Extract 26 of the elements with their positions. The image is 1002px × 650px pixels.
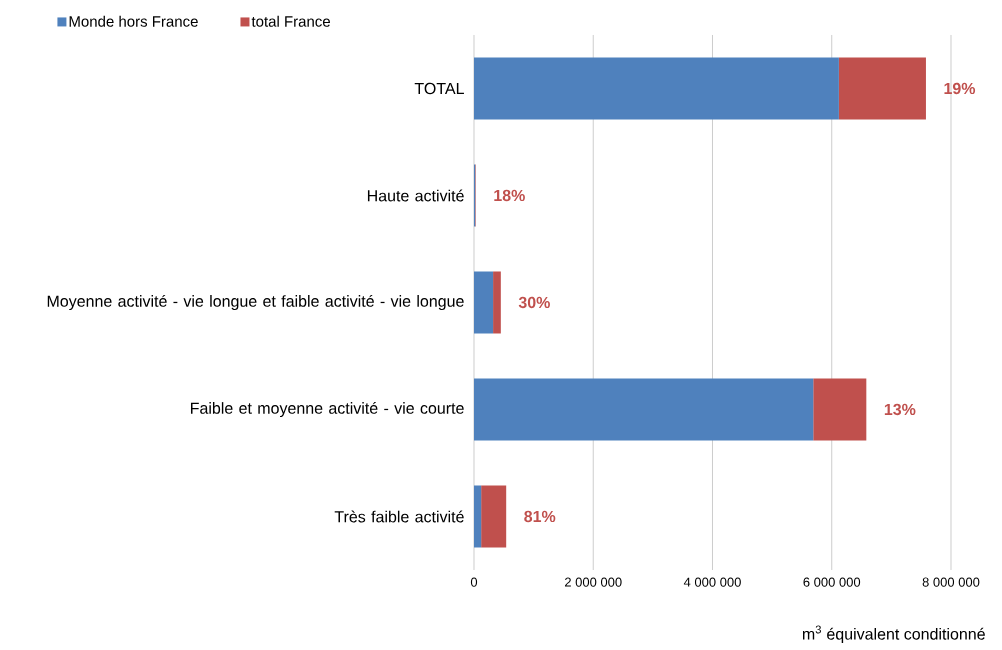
- annotation: 81%: [524, 510, 556, 523]
- annotation: 18%: [494, 189, 525, 202]
- annotation: 30%: [518, 296, 550, 309]
- y-tick-label: Très faible activité: [334, 510, 464, 523]
- bar: [473, 378, 814, 441]
- y-tick-label: TOTAL: [414, 82, 464, 95]
- x-tick-label: 6 000 000: [803, 577, 861, 587]
- bar: [481, 485, 507, 548]
- y-tick-label: Faible et moyenne activité - vie courte: [191, 401, 464, 418]
- annotation: 13%: [884, 403, 916, 416]
- x-tick-label: 4 000 000: [683, 577, 741, 587]
- bar: [473, 271, 494, 334]
- y-tick-label: Haute activité: [367, 189, 464, 202]
- x-tick-label: 0: [470, 577, 478, 587]
- x-tick-label: 8 000 000: [922, 577, 980, 587]
- bar: [813, 378, 867, 441]
- x-tick-label: 2 000 000: [564, 577, 622, 587]
- legend-label: Monde hors France: [69, 15, 198, 27]
- bar: [493, 271, 501, 334]
- bar: [473, 485, 482, 548]
- x-axis-title: m$^{3}$ équivalent conditionné: [802, 625, 985, 643]
- bar: [838, 57, 926, 120]
- annotation: 19%: [944, 82, 976, 95]
- legend-label: total France: [251, 15, 330, 27]
- bar: [473, 57, 839, 120]
- y-tick-label: Moyenne activité - vie longue et faible activité - vie longue: [47, 294, 464, 311]
